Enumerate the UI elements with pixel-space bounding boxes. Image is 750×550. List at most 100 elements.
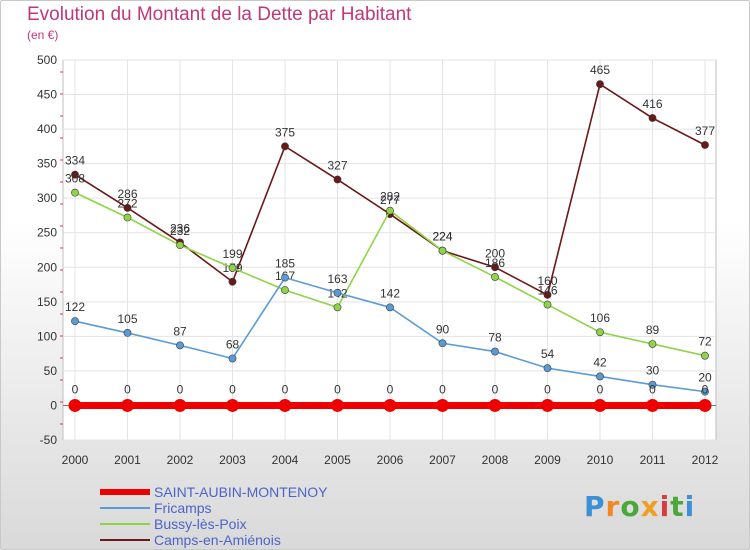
data-label: 78 bbox=[488, 331, 502, 345]
y-tick-label: 0 bbox=[50, 398, 57, 412]
data-point bbox=[646, 398, 659, 412]
data-point bbox=[648, 380, 657, 389]
data-point bbox=[386, 303, 394, 312]
logo-letter: i bbox=[659, 490, 671, 523]
data-point bbox=[281, 142, 289, 151]
data-label: 105 bbox=[117, 312, 137, 326]
data-label: 465 bbox=[590, 63, 610, 77]
data-label: 89 bbox=[646, 323, 660, 337]
y-tick-label: 400 bbox=[37, 122, 57, 136]
data-point bbox=[701, 387, 709, 396]
proxiti-logo: Proxiti bbox=[584, 490, 695, 523]
data-label: 160 bbox=[537, 274, 557, 288]
data-point bbox=[228, 354, 237, 363]
data-point bbox=[491, 263, 499, 272]
data-point bbox=[176, 341, 184, 350]
data-label: 272 bbox=[117, 197, 137, 211]
x-tick-label: 2002 bbox=[167, 453, 194, 467]
logo-letter: r bbox=[605, 490, 621, 523]
data-point bbox=[593, 398, 607, 412]
data-point bbox=[488, 398, 502, 412]
data-point bbox=[281, 286, 289, 294]
data-label: 185 bbox=[275, 257, 295, 271]
data-point bbox=[68, 398, 82, 412]
data-label: 90 bbox=[436, 322, 450, 336]
y-tick-label: 200 bbox=[37, 260, 57, 274]
data-point bbox=[596, 328, 604, 337]
data-point bbox=[491, 347, 499, 356]
data-point bbox=[543, 300, 552, 309]
y-tick-label: -50 bbox=[40, 433, 58, 447]
data-label: 0 bbox=[492, 382, 499, 396]
data-label: 0 bbox=[597, 382, 604, 396]
data-point bbox=[71, 170, 79, 179]
y-tick-label: 500 bbox=[37, 53, 57, 67]
x-tick-label: 2006 bbox=[377, 453, 404, 467]
data-point bbox=[281, 273, 289, 282]
data-label: 142 bbox=[380, 286, 400, 300]
legend-label: SAINT-AUBIN-MONTENOY bbox=[154, 484, 328, 500]
data-label: 0 bbox=[387, 382, 394, 396]
data-label: 0 bbox=[649, 382, 656, 396]
data-point bbox=[333, 175, 342, 184]
legend-swatch bbox=[100, 489, 150, 495]
data-point bbox=[331, 398, 344, 412]
data-label: 0 bbox=[72, 382, 79, 396]
series-fricamps: 122 105 87 68 185 163 142 90 78 54 42 30 20 bbox=[65, 257, 712, 396]
x-tick-label: 2010 bbox=[587, 453, 614, 467]
data-label: 0 bbox=[229, 382, 236, 396]
data-point bbox=[121, 398, 134, 412]
data-label: 54 bbox=[541, 347, 555, 361]
legend-label: Bussy-lès-Poix bbox=[154, 516, 247, 532]
data-point bbox=[383, 398, 397, 412]
y-tick-label: 350 bbox=[37, 157, 57, 171]
data-label: 200 bbox=[485, 246, 505, 260]
data-point bbox=[176, 241, 184, 250]
data-point bbox=[491, 273, 499, 281]
data-label: 236 bbox=[170, 221, 190, 235]
y-tick-label: 50 bbox=[44, 364, 58, 378]
y-tick-label: 100 bbox=[37, 329, 57, 343]
data-point bbox=[701, 141, 709, 149]
logo-letter: i bbox=[684, 490, 696, 523]
data-label: 163 bbox=[327, 272, 347, 286]
data-label: 87 bbox=[173, 324, 187, 338]
data-label: 199 bbox=[222, 247, 242, 261]
y-tick-label: 450 bbox=[37, 88, 57, 102]
data-label: 72 bbox=[698, 335, 712, 349]
data-point bbox=[333, 303, 342, 312]
series-saint-aubin-montenoy: 0 0 0 0 0 0 0 0 0 0 0 0 0 bbox=[68, 382, 712, 412]
data-label: 186 bbox=[485, 256, 505, 270]
data-label: 308 bbox=[65, 172, 85, 186]
data-point bbox=[228, 264, 237, 272]
data-label: 0 bbox=[544, 382, 551, 396]
data-point bbox=[648, 340, 657, 348]
legend-label: Fricamps bbox=[154, 500, 212, 516]
data-label: 375 bbox=[275, 125, 295, 139]
x-tick-label: 2001 bbox=[114, 453, 141, 467]
data-label: 42 bbox=[593, 355, 607, 369]
data-label: 0 bbox=[177, 382, 184, 396]
data-point bbox=[596, 80, 604, 89]
x-tick-label: 2009 bbox=[534, 453, 561, 467]
x-tick-label: 2008 bbox=[482, 453, 509, 467]
data-label: 327 bbox=[327, 159, 347, 173]
logo-letter: P bbox=[584, 490, 606, 523]
x-tick-label: 2004 bbox=[272, 453, 299, 467]
y-tick-label: 300 bbox=[37, 191, 57, 205]
chart-title: Evolution du Montant de la Dette par Hab… bbox=[27, 4, 412, 25]
data-point bbox=[173, 398, 187, 412]
data-label: 282 bbox=[380, 190, 400, 204]
data-label: 0 bbox=[334, 382, 341, 396]
data-point bbox=[543, 364, 552, 373]
data-point bbox=[123, 329, 132, 337]
data-label: 277 bbox=[380, 193, 400, 207]
y-tick-label: 250 bbox=[37, 226, 57, 240]
x-tick-label: 2005 bbox=[324, 453, 351, 467]
data-label: 0 bbox=[439, 382, 446, 396]
logo-letter: o bbox=[620, 490, 641, 523]
data-label: 30 bbox=[646, 364, 660, 378]
logo-letter: x bbox=[640, 490, 660, 523]
data-point bbox=[123, 213, 132, 222]
